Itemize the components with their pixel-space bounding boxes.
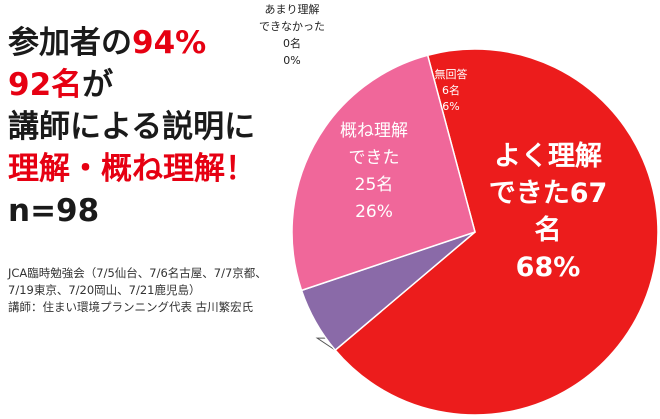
headline: 参加者の94% 92名が 講師による説明に 理解・概ね理解！ n=98 <box>8 22 256 232</box>
slice-data-label: 名 <box>535 214 562 246</box>
pie-slice <box>334 48 659 416</box>
slice-data-label: あまり理解 <box>265 2 320 16</box>
headline-prefix: 参加者の <box>8 25 132 61</box>
slice-data-label: できた <box>349 148 400 168</box>
slice-data-label: 概ね理解 <box>340 121 408 141</box>
headline-suffix: が <box>82 67 114 103</box>
slice-data-label: 0% <box>283 54 300 67</box>
headline-count: 92名 <box>8 67 83 103</box>
headline-percent: 94% <box>132 25 207 61</box>
pie-slice <box>291 54 476 292</box>
slice-data-label: 6名 <box>442 83 460 97</box>
slice-data-label: できなかった <box>259 20 325 33</box>
event-note-line: JCA臨時勉強会（7/5仙台、7/6名古屋、7/7京都、 <box>8 266 267 280</box>
event-notes: JCA臨時勉強会（7/5仙台、7/6名古屋、7/7京都、 7/19東京、7/20… <box>8 265 267 316</box>
slice-data-label: 68% <box>516 252 581 283</box>
event-note-line: 7/19東京、7/20岡山、7/21鹿児島） <box>8 283 201 297</box>
headline-line-1: 参加者の94% <box>8 22 256 64</box>
slice-data-label: 0名 <box>283 36 301 50</box>
slice-data-label: よく理解 <box>494 141 602 172</box>
slice-data-label: 26% <box>355 202 393 222</box>
headline-line-4: 理解・概ね理解！ <box>8 151 256 187</box>
lecturer-note: 講師：住まい環境プランニング代表 古川繁宏氏 <box>8 300 254 314</box>
headline-line-2: 92名が <box>8 64 256 106</box>
slice-data-label: 25名 <box>355 175 394 195</box>
slice-data-label: 6% <box>442 100 459 113</box>
headline-sample-size: n=98 <box>8 193 100 229</box>
slice-data-label: できた67 <box>489 178 608 209</box>
slice-data-label: 無回答 <box>435 67 468 81</box>
headline-line-3: 講師による説明に <box>8 109 256 145</box>
